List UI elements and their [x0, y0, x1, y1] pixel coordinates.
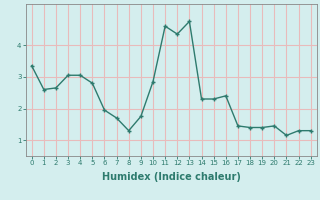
X-axis label: Humidex (Indice chaleur): Humidex (Indice chaleur)	[102, 172, 241, 182]
